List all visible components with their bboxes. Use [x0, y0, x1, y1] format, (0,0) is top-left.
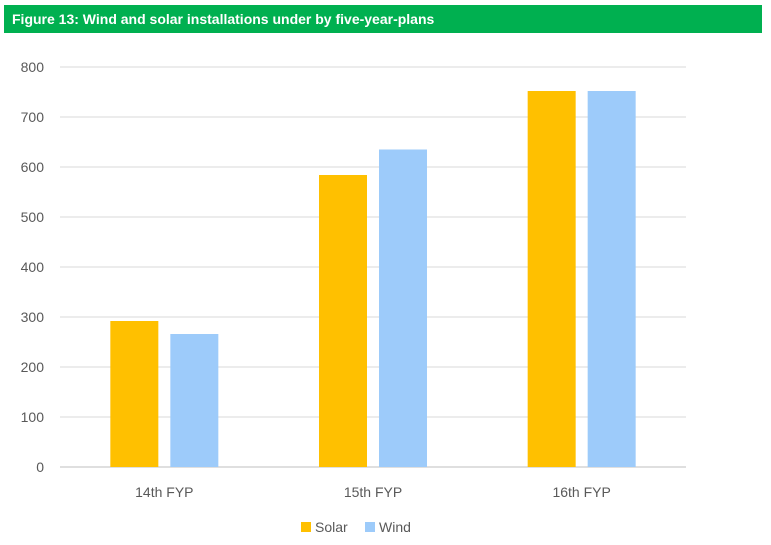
x-category-label: 14th FYP [135, 484, 193, 500]
legend: Solar Wind [301, 519, 411, 535]
y-tick-label: 0 [36, 459, 44, 475]
bar-solar-1 [110, 321, 159, 467]
y-tick-label: 700 [21, 109, 45, 125]
y-tick-label: 300 [21, 309, 45, 325]
legend-label-solar: Solar [315, 519, 348, 535]
y-tick-label: 400 [21, 259, 45, 275]
bar-solar-2 [319, 175, 367, 467]
y-tick-label: 100 [21, 409, 45, 425]
y-tick-label: 600 [21, 159, 45, 175]
x-category-label: 16th FYP [552, 484, 610, 500]
legend-label-wind: Wind [379, 519, 411, 535]
y-axis-labels: 0 100 200 300 400 500 600 700 800 [21, 59, 45, 475]
x-category-label: 15th FYP [344, 484, 402, 500]
legend-swatch-wind [365, 522, 375, 532]
bar-wind-3 [587, 91, 636, 467]
bar-wind-1 [170, 334, 219, 467]
chart-title: Figure 13: Wind and solar installations … [4, 5, 762, 33]
y-tick-label: 800 [21, 59, 45, 75]
bars [110, 91, 636, 467]
bar-solar-3 [527, 91, 576, 467]
legend-swatch-solar [301, 522, 311, 532]
gridlines [60, 66, 686, 468]
y-tick-label: 500 [21, 209, 45, 225]
bar-wind-2 [379, 149, 427, 467]
x-axis-labels: 14th FYP 15th FYP 16th FYP [135, 484, 611, 500]
y-tick-label: 200 [21, 359, 45, 375]
